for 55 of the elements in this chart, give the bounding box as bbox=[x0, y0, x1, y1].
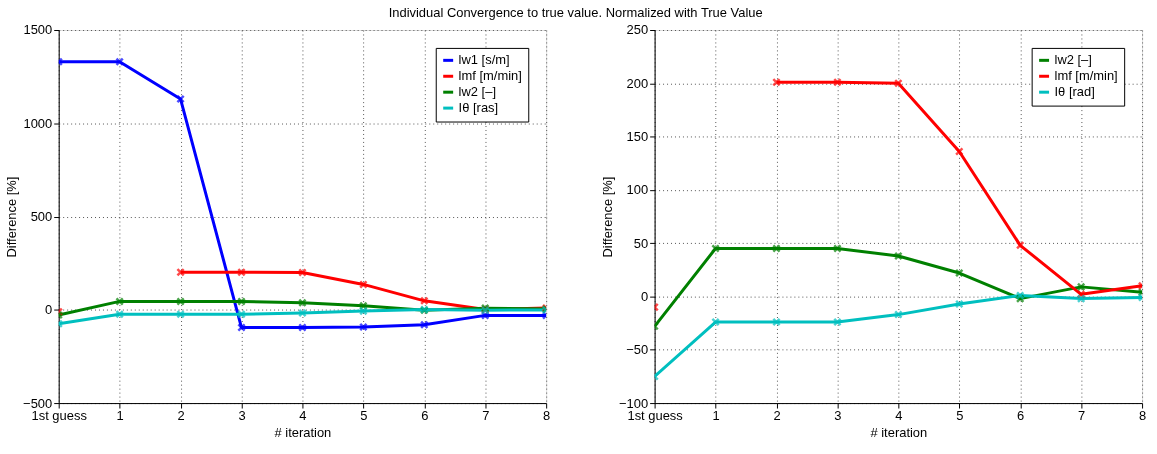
y-tick-label: 200 bbox=[626, 75, 649, 91]
x-tick-label: 2 bbox=[177, 408, 185, 424]
x-axis-title: # iteration bbox=[274, 425, 332, 441]
point bbox=[893, 251, 903, 261]
point bbox=[176, 94, 185, 104]
point bbox=[358, 306, 368, 316]
x-tick-label: 5 bbox=[956, 408, 964, 424]
x-tick-label: 1 bbox=[116, 408, 124, 424]
x-tick-label: 4 bbox=[895, 408, 903, 424]
legend-label: Iθ [ras] bbox=[458, 100, 499, 116]
y-tick-label: −100 bbox=[619, 395, 649, 411]
point bbox=[298, 308, 307, 318]
text: Individual Convergence to true value. Normalized with True Value bbox=[388, 4, 763, 20]
legend-label: lmf [m/min] bbox=[1054, 68, 1118, 84]
y-tick-label: 100 bbox=[626, 182, 649, 198]
x-tick-label: 8 bbox=[1138, 408, 1147, 424]
y-tick-label: 50 bbox=[633, 235, 649, 251]
x-tick-label: 1st guess bbox=[627, 408, 683, 424]
y-tick-label: −50 bbox=[626, 342, 649, 358]
point bbox=[358, 322, 368, 332]
x-tick-label: 3 bbox=[238, 408, 246, 424]
line-series bbox=[58, 57, 547, 332]
x-tick-label: 7 bbox=[1078, 408, 1086, 424]
x-tick-label: 4 bbox=[299, 408, 307, 424]
point bbox=[833, 317, 842, 327]
point bbox=[772, 77, 781, 87]
y-axis-title: Difference [%] bbox=[4, 176, 20, 258]
point bbox=[711, 317, 720, 327]
point bbox=[772, 317, 781, 327]
y-tick-label: 250 bbox=[626, 22, 649, 38]
point bbox=[1076, 294, 1086, 304]
legend-label: lmf [m/min] bbox=[458, 68, 522, 84]
x-tick-label: 6 bbox=[421, 408, 429, 424]
y-axis-title: Difference [%] bbox=[600, 176, 616, 258]
y-tick-label: 0 bbox=[640, 288, 649, 304]
x-tick-label: 2 bbox=[773, 408, 781, 424]
x-tick-label: 7 bbox=[482, 408, 490, 424]
x-tick-label: 6 bbox=[1017, 408, 1025, 424]
y-tick-label: 500 bbox=[30, 209, 53, 225]
y-tick-label: 0 bbox=[45, 302, 53, 318]
legend-label: Iθ [rad] bbox=[1054, 84, 1095, 100]
legend-label: lw1 [s/m] bbox=[458, 52, 510, 68]
x-axis-title: # iteration bbox=[870, 425, 928, 441]
y-tick-label: 150 bbox=[626, 129, 649, 145]
x-tick-label: 1 bbox=[712, 408, 720, 424]
y-tick-label: 1500 bbox=[23, 22, 53, 38]
y-tick-label: −500 bbox=[23, 395, 53, 411]
legend-label: lw2 [–] bbox=[458, 84, 496, 100]
x-tick-label: 8 bbox=[543, 408, 551, 424]
x-tick-label: 5 bbox=[360, 408, 368, 424]
legend-label: lw2 [–] bbox=[1054, 52, 1092, 68]
y-tick-label: 1000 bbox=[23, 115, 53, 131]
point bbox=[954, 268, 964, 278]
x-tick-label: 3 bbox=[834, 408, 842, 424]
x-tick-label: 1st guess bbox=[31, 408, 87, 424]
